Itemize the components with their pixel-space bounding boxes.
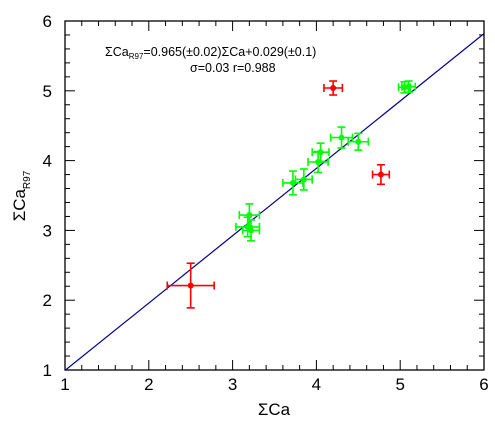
data-point [166, 262, 215, 309]
y-tick-label: 2 [43, 291, 52, 310]
fit-equation-subscript: R97 [129, 52, 144, 61]
data-point [323, 80, 344, 96]
x-axis-title: ΣCa [258, 400, 291, 419]
data-point [294, 168, 314, 191]
data-point [241, 219, 261, 242]
point-marker [289, 179, 296, 186]
data-point [347, 132, 370, 151]
data-point [329, 126, 354, 149]
point-marker [187, 282, 194, 289]
x-tick-label: 2 [144, 375, 153, 394]
x-tick-label: 4 [312, 375, 321, 394]
point-marker [338, 134, 345, 141]
x-tick-labels: 1 2 3 4 5 6 [60, 375, 488, 394]
point-marker [300, 176, 307, 183]
point-marker [246, 212, 253, 219]
fit-statistics: σ=0.03 r=0.988 [190, 61, 276, 75]
point-marker [355, 138, 362, 145]
y-tick-label: 5 [43, 82, 52, 101]
y-axis-title-main: ΣCa [10, 189, 29, 222]
x-tick-label: 5 [395, 375, 404, 394]
fit-line-layer [65, 33, 484, 370]
data-points-layer [166, 80, 417, 309]
data-point [401, 80, 417, 93]
x-tick-label: 3 [228, 375, 237, 394]
y-tick-label: 1 [43, 361, 52, 380]
data-series [235, 80, 417, 242]
fit-equation-rhs: =0.965(±0.02)ΣCa+0.029(±0.1) [143, 45, 316, 59]
y-axis-title-subscript: R97 [22, 170, 33, 189]
point-marker [377, 171, 384, 178]
y-tick-label: 4 [43, 152, 52, 171]
data-point [311, 142, 330, 163]
fit-line [65, 33, 484, 370]
y-axis-title: ΣCaR97 [10, 170, 33, 221]
svg-text:ΣCaR97: ΣCaR97 [10, 170, 33, 221]
plot-frame [64, 20, 485, 371]
data-series [166, 80, 391, 309]
x-tick-label: 1 [60, 375, 69, 394]
y-tick-label: 6 [43, 12, 52, 31]
fit-equation-lhs: ΣCa [105, 45, 129, 59]
point-marker [405, 83, 412, 90]
data-point [238, 203, 261, 228]
fit-equation: ΣCaR97=0.965(±0.02)ΣCa+0.029(±0.1) [105, 45, 316, 61]
point-marker [248, 227, 255, 234]
y-tick-labels: 1 2 3 4 5 6 [43, 12, 52, 380]
x-tick-label: 6 [479, 375, 488, 394]
data-point [282, 170, 304, 196]
axis-ticks [64, 20, 485, 371]
point-marker [317, 149, 324, 156]
y-tick-label: 3 [43, 221, 52, 240]
data-point [371, 163, 391, 186]
point-marker [330, 85, 337, 92]
